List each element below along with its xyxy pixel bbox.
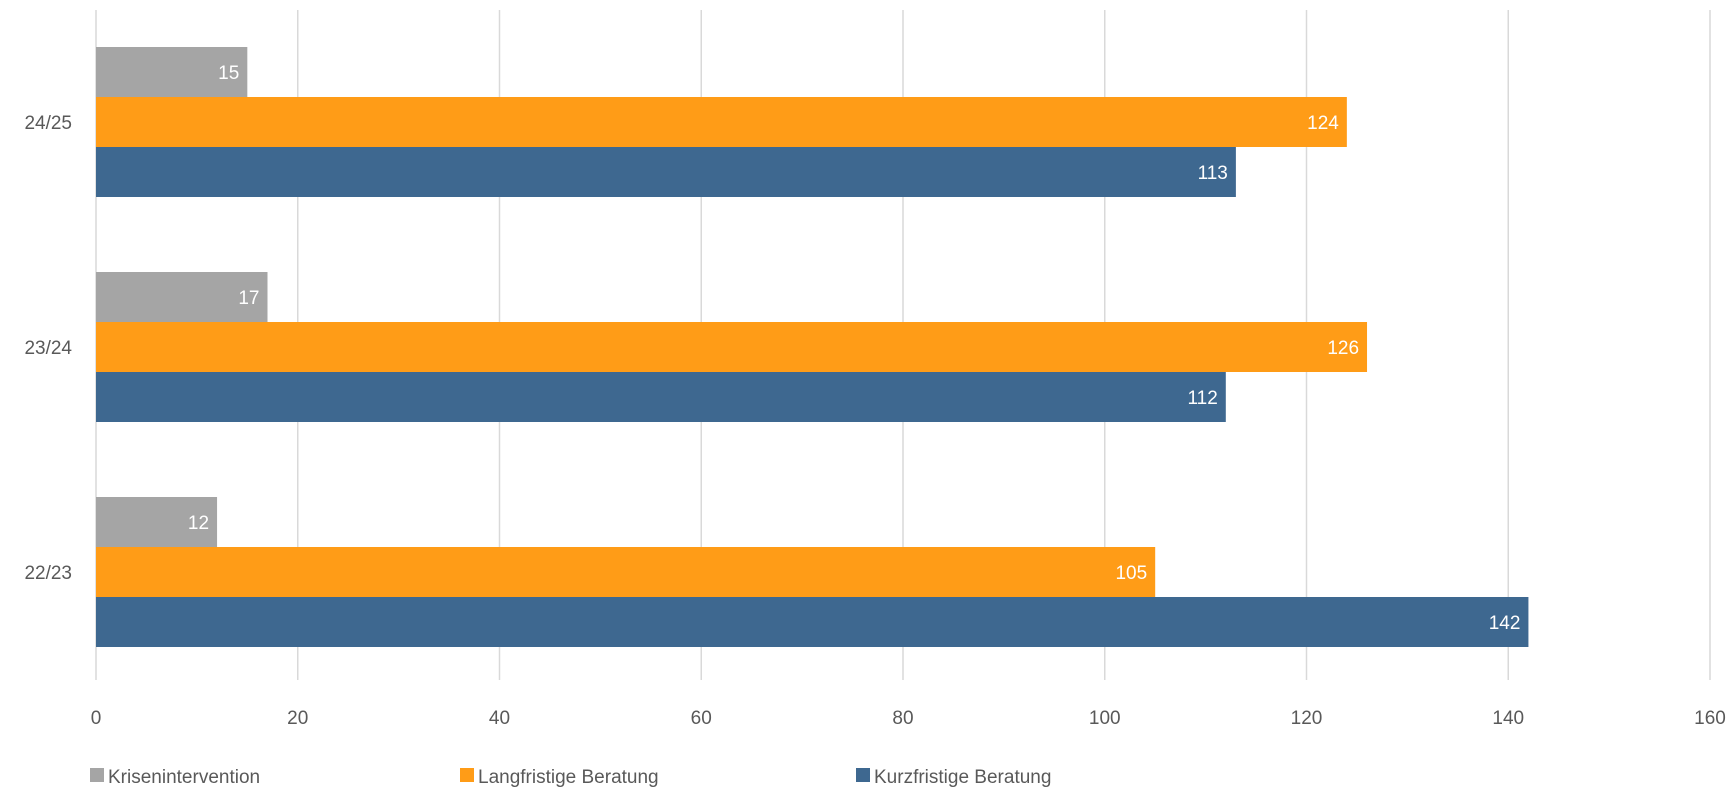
x-tick-label: 100 <box>1089 708 1121 729</box>
legend-label: Kurzfristige Beratung <box>874 767 1051 788</box>
legend: Krisenintervention Langfristige Beratung K… <box>90 767 1051 788</box>
bar-kurzfristige-beratung-24-25 <box>96 147 1236 197</box>
x-tick-label: 60 <box>691 708 712 729</box>
x-tick-label: 80 <box>892 708 913 729</box>
x-tick-label: 140 <box>1492 708 1524 729</box>
legend-swatch <box>460 768 474 782</box>
bar-kurzfristige-beratung-22-23 <box>96 597 1529 647</box>
bar-langfristige-beratung-24-25 <box>96 97 1347 147</box>
x-tick-label: 120 <box>1291 708 1323 729</box>
bar-kurzfristige-beratung-23-24 <box>96 372 1226 422</box>
data-label: 105 <box>1115 563 1147 584</box>
data-label: 12 <box>188 513 209 534</box>
data-label: 142 <box>1489 613 1521 634</box>
category-label: 22/23 <box>24 563 72 584</box>
x-tick-label: 40 <box>489 708 510 729</box>
bar-krisenintervention-24-25 <box>96 47 248 97</box>
category-labels: 22/23 23/24 24/25 <box>24 113 72 584</box>
x-axis-tick-labels: 0 20 40 60 80 100 120 140 160 <box>91 708 1726 729</box>
data-label: 113 <box>1198 163 1228 184</box>
legend-swatch <box>90 768 104 782</box>
legend-label: Krisenintervention <box>108 767 260 788</box>
bar-langfristige-beratung-23-24 <box>96 322 1368 372</box>
data-label: 17 <box>238 288 259 309</box>
x-tick-label: 20 <box>287 708 308 729</box>
legend-swatch <box>856 768 870 782</box>
data-label: 112 <box>1188 388 1218 409</box>
data-label: 126 <box>1327 338 1359 359</box>
bar-langfristige-beratung-22-23 <box>96 547 1156 597</box>
bar-krisenintervention-23-24 <box>96 272 268 322</box>
x-tick-label: 0 <box>91 708 102 729</box>
bar-krisenintervention-22-23 <box>96 497 218 547</box>
data-label: 124 <box>1307 113 1339 134</box>
category-label: 23/24 <box>24 338 72 359</box>
legend-label: Langfristige Beratung <box>478 767 659 788</box>
data-label: 15 <box>218 63 239 84</box>
bars <box>96 47 1529 647</box>
category-label: 24/25 <box>24 113 72 134</box>
data-labels: 12 105 142 17 126 112 15 124 113 <box>188 63 1521 634</box>
x-tick-label: 160 <box>1694 708 1726 729</box>
